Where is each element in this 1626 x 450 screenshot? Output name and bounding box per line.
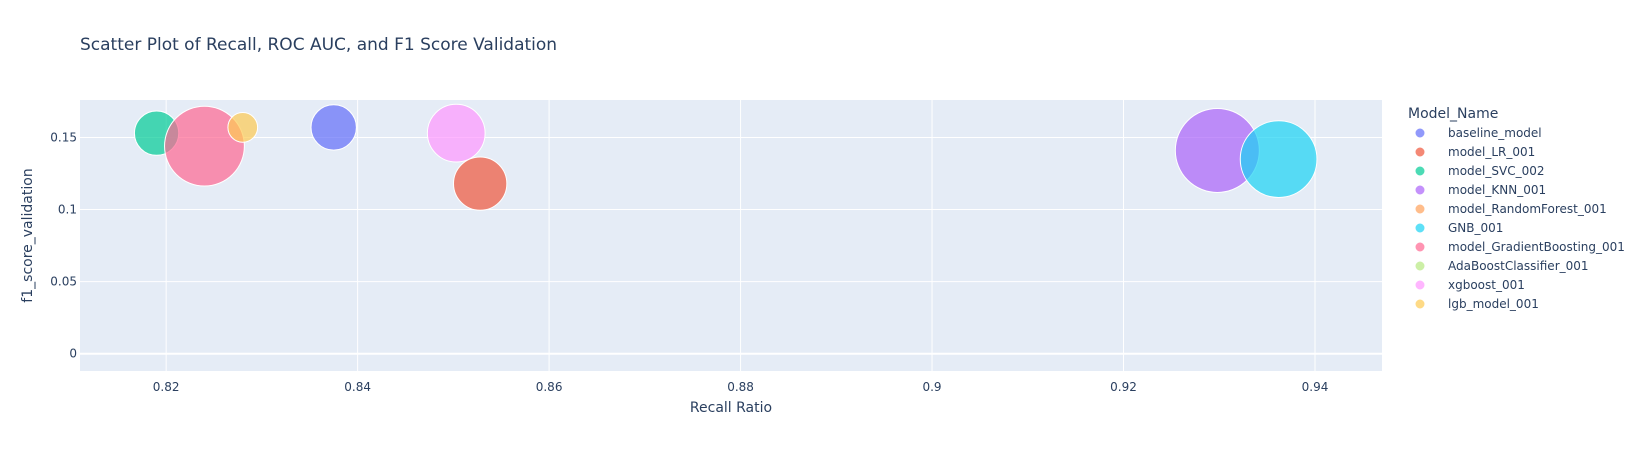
legend-label: AdaBoostClassifier_001: [1448, 259, 1589, 273]
legend-label: model_SVC_002: [1448, 164, 1544, 178]
point-GNB_001[interactable]: [1239, 120, 1318, 198]
legend-item-xgboost_001[interactable]: xgboost_001: [1414, 278, 1525, 292]
legend-marker: [1414, 298, 1426, 310]
legend-marker: [1414, 127, 1426, 139]
legend-label: model_RandomForest_001: [1448, 202, 1607, 216]
legend-item-lgb_model_001[interactable]: lgb_model_001: [1414, 297, 1539, 311]
point-model_LR_001[interactable]: [453, 156, 508, 211]
x-tick-label: 0.9: [922, 380, 941, 394]
x-axis-title: Recall Ratio: [690, 400, 772, 416]
legend-marker: [1414, 165, 1426, 177]
legend-marker: [1414, 279, 1426, 291]
legend-marker: [1414, 260, 1426, 272]
legend-marker: [1414, 184, 1426, 196]
plot-area: [80, 100, 1382, 371]
y-tick-label: 0.1: [58, 203, 77, 217]
legend-item-baseline_model[interactable]: baseline_model: [1414, 126, 1542, 140]
legend-item-model_GradientBoosting_001[interactable]: model_GradientBoosting_001: [1414, 240, 1625, 254]
x-tick-label: 0.86: [536, 380, 563, 394]
legend-item-AdaBoostClassifier_001[interactable]: AdaBoostClassifier_001: [1414, 259, 1589, 273]
legend-label: model_GradientBoosting_001: [1448, 240, 1625, 254]
y-tick-label: 0.05: [50, 275, 77, 289]
grid-lines: [80, 100, 1382, 371]
x-tick-label: 0.82: [153, 380, 180, 394]
legend-item-model_RandomForest_001[interactable]: model_RandomForest_001: [1414, 202, 1607, 216]
point-xgboost_001[interactable]: [426, 103, 486, 163]
legend-title: Model_Name: [1408, 106, 1498, 122]
legend-marker: [1414, 241, 1426, 253]
point-model_GradientBoosting_001[interactable]: [164, 105, 245, 187]
legend-marker: [1414, 146, 1426, 158]
tick-labels: 0.82 0.84 0.86 0.88 0.9 0.92 0.94 0 0.05 0.1 0.15: [50, 130, 1328, 394]
point-baseline_model[interactable]: [310, 104, 357, 151]
legend-label: GNB_001: [1448, 221, 1503, 235]
legend-marker: [1414, 203, 1426, 215]
legend-label: xgboost_001: [1448, 278, 1525, 292]
legend-item-model_SVC_002[interactable]: model_SVC_002: [1414, 164, 1544, 178]
legend[interactable]: Model_Name baseline_model model_LR_001mod…: [1408, 106, 1625, 311]
legend-label: model_KNN_001: [1448, 183, 1546, 197]
legend-label: model_LR_001: [1448, 145, 1535, 159]
x-tick-label: 0.92: [1110, 380, 1137, 394]
legend-item-GNB_001[interactable]: GNB_001: [1414, 221, 1503, 235]
chart-title: Scatter Plot of Recall, ROC AUC, and F1 …: [80, 35, 557, 55]
x-tick-label: 0.84: [344, 380, 371, 394]
legend-label: lgb_model_001: [1448, 297, 1539, 311]
legend-label: baseline_model: [1448, 126, 1542, 140]
legend-marker: [1414, 222, 1426, 234]
y-axis-title: f1_score_validation: [20, 168, 36, 302]
data-points[interactable]: [133, 103, 1318, 211]
x-tick-label: 0.94: [1302, 380, 1329, 394]
x-tick-label: 0.88: [727, 380, 754, 394]
legend-item-model_LR_001[interactable]: model_LR_001: [1414, 145, 1535, 159]
legend-item-model_KNN_001[interactable]: model_KNN_001: [1414, 183, 1546, 197]
y-tick-label: 0.15: [50, 130, 77, 144]
y-tick-label: 0: [69, 347, 77, 361]
point-lgb_model_001[interactable]: [227, 112, 259, 143]
